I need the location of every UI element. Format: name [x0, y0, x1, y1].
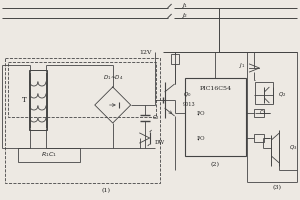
Text: (1): (1)	[101, 188, 110, 194]
Text: I/O: I/O	[196, 110, 205, 116]
Bar	[184, 78, 246, 156]
Bar	[29, 70, 47, 130]
Bar	[18, 148, 80, 162]
Text: $Q_3$: $Q_3$	[289, 144, 298, 152]
Text: (2): (2)	[211, 162, 220, 168]
Bar	[5, 58, 160, 183]
Bar	[254, 109, 264, 117]
Bar	[171, 54, 178, 64]
Text: $J_1$: $J_1$	[181, 1, 188, 10]
Text: PIC16C54: PIC16C54	[200, 86, 232, 90]
Text: $R_1C_1$: $R_1C_1$	[41, 151, 57, 159]
Text: $C_2$: $C_2$	[259, 109, 266, 117]
Text: $Q_2$: $Q_2$	[278, 91, 287, 99]
Bar	[8, 62, 156, 117]
Text: DW: DW	[154, 140, 165, 144]
Text: 9013: 9013	[183, 102, 195, 106]
Text: 12V: 12V	[139, 49, 152, 54]
Bar	[254, 134, 264, 142]
Text: (3): (3)	[273, 185, 282, 191]
Text: $D_1\!\sim\!D_4$: $D_1\!\sim\!D_4$	[103, 74, 123, 82]
Text: $J_2$: $J_2$	[181, 11, 188, 21]
Text: $Q_0$: $Q_0$	[183, 91, 191, 99]
Bar	[255, 82, 273, 104]
Text: I/O: I/O	[196, 136, 205, 140]
Text: $J_1$: $J_1$	[239, 60, 245, 70]
Text: T: T	[22, 96, 26, 104]
Text: $C_2$: $C_2$	[152, 114, 160, 122]
